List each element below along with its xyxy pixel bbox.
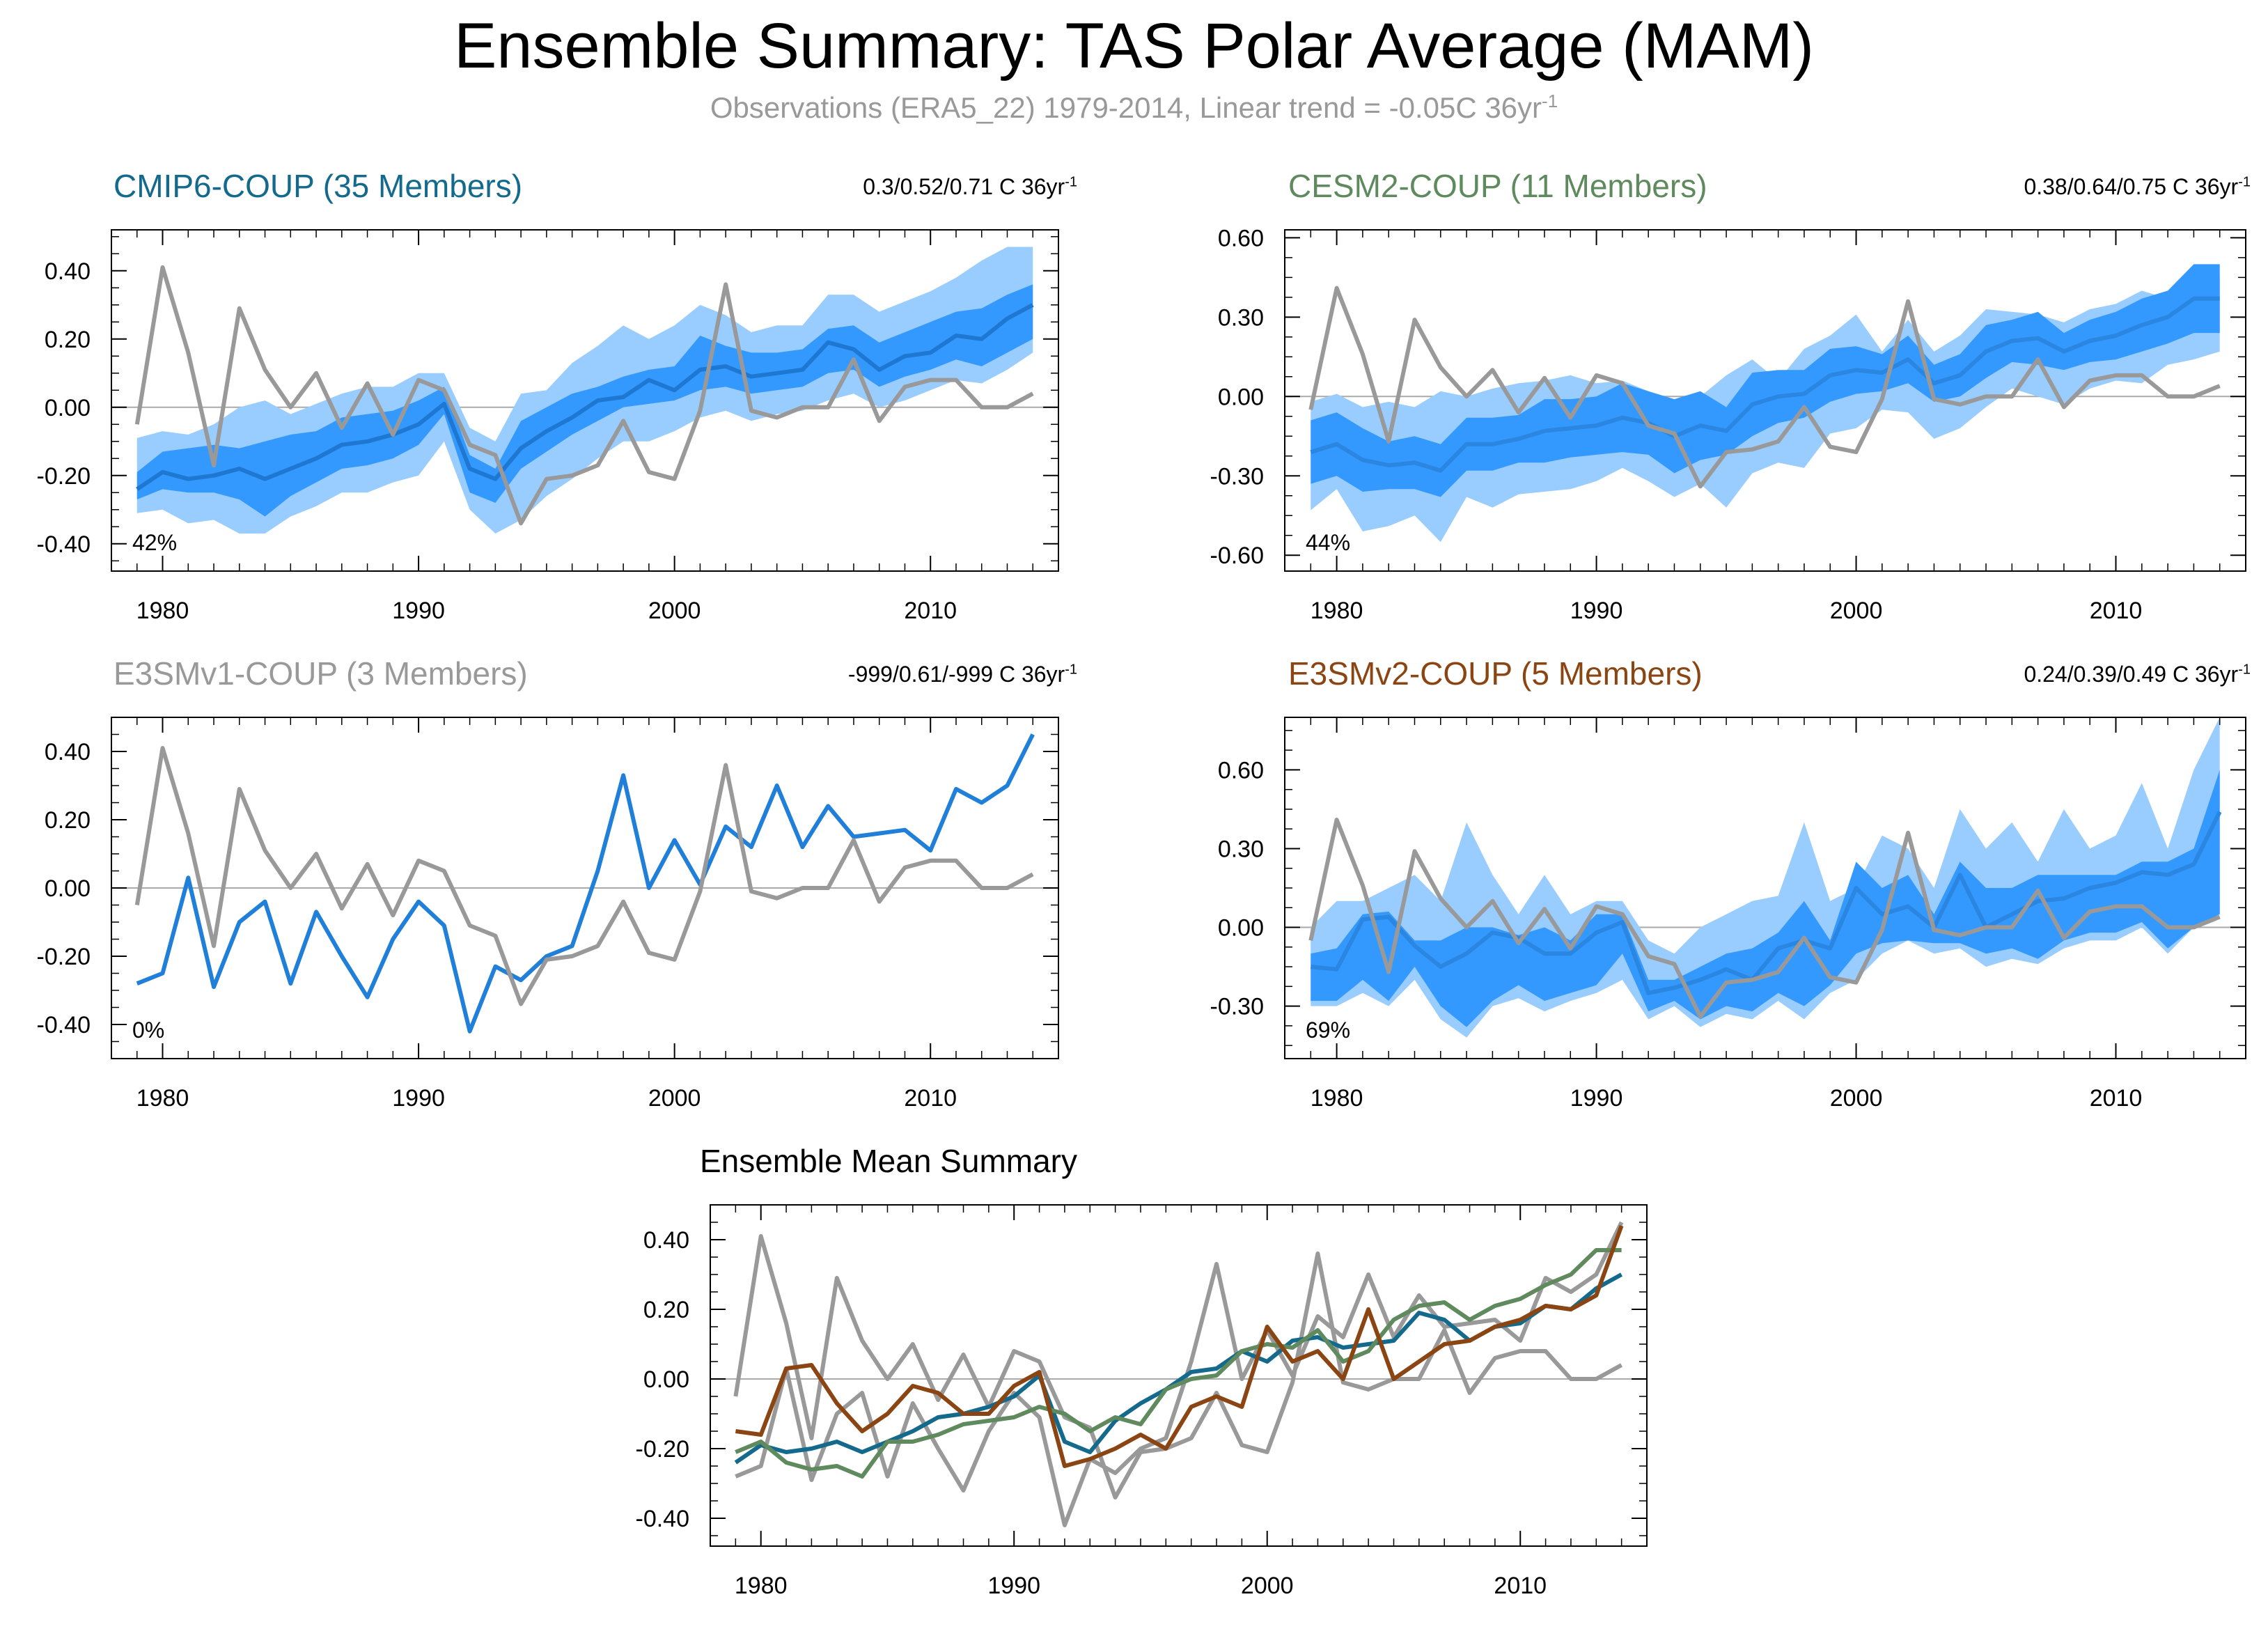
e3smv1-xtick-label: 1980 — [136, 1085, 189, 1112]
summary-ytick-label: 0.20 — [643, 1297, 689, 1323]
e3smv2-inner-band — [1311, 770, 2220, 1027]
e3smv1-ensemble-mean-line — [136, 733, 1035, 1034]
e3smv1-panel-title: E3SMv1-COUP (3 Members) — [114, 655, 528, 692]
summary-ytick-label: 0.40 — [643, 1227, 689, 1254]
cesm2-chart: -0.60 -0.30 0.00 0.30 0.60 1980 1990 2000 2010 44… — [1210, 225, 2246, 624]
cmip6-xtick-label: 1990 — [392, 598, 445, 624]
cesm2-percent-label: 44% — [1306, 530, 1350, 555]
subtitle-text: Observations (ERA5_22) 1979-2014, Linear… — [710, 91, 1542, 124]
e3smv1-ytick-label: 0.40 — [45, 739, 91, 765]
e3smv2-xtick-label: 1980 — [1311, 1085, 1363, 1112]
cmip6-plot-frame — [111, 229, 1059, 572]
cesm2-xtick-label: 2000 — [1830, 598, 1883, 624]
cesm2-trend-stat: 0.38/0.64/0.75 C 36yr-1 — [2024, 174, 2251, 200]
cesm2-ytick-label: -0.60 — [1210, 543, 1265, 569]
subtitle-exponent: -1 — [1542, 91, 1558, 111]
e3smv2-chart: -0.30 0.00 0.30 0.60 1980 1990 2000 2010 69% — [1210, 717, 2246, 1112]
e3smv1-percent-label: 0% — [132, 1018, 164, 1043]
e3smv1-ytick-label: 0.20 — [45, 807, 91, 834]
e3smv2-panel-title: E3SMv2-COUP (5 Members) — [1288, 655, 1703, 692]
summary-line-e3smv2-coup — [735, 1224, 1624, 1468]
e3smv1-xtick-label: 1990 — [392, 1085, 445, 1112]
summary-xtick-label: 1990 — [987, 1573, 1040, 1599]
e3smv2-xtick-label: 2000 — [1830, 1085, 1883, 1112]
summary-xtick-label: 2010 — [1494, 1573, 1547, 1599]
e3smv2-ytick-label: 0.00 — [1218, 915, 1264, 942]
e3smv2-ensemble-mean-line — [1311, 811, 2222, 995]
summary-plot-frame — [710, 1204, 1648, 1547]
cmip6-ytick-label: -0.20 — [37, 463, 91, 490]
e3smv1-trend-stat-exp: -1 — [1065, 662, 1077, 678]
summary-ytick-label: -0.20 — [636, 1436, 690, 1463]
summary-ytick-label: -0.40 — [636, 1506, 690, 1532]
cmip6-percent-label: 42% — [132, 530, 177, 555]
summary-xtick-label: 1980 — [735, 1573, 788, 1599]
summary-chart: -0.40 -0.20 0.00 0.20 0.40 1980 1990 2000 2010 — [636, 1204, 1648, 1599]
cesm2-panel-title: CESM2-COUP (11 Members) — [1288, 168, 1707, 204]
cesm2-xtick-label: 1980 — [1311, 598, 1363, 624]
cmip6-chart: -0.40 -0.20 0.00 0.20 0.40 1980 1990 2000 2010 42… — [37, 229, 1059, 624]
e3smv1-trend-stat: -999/0.61/-999 C 36yr-1 — [848, 662, 1077, 687]
cmip6-xtick-label: 2000 — [648, 598, 701, 624]
e3smv1-ytick-label: -0.40 — [37, 1012, 91, 1038]
cmip6-observations-line — [134, 265, 1034, 526]
summary-line-cesm2-coup — [735, 1248, 1622, 1479]
e3smv2-ytick-label: 0.30 — [1218, 836, 1264, 862]
e3smv2-trend-stat-text: 0.24/0.39/0.49 C 36yr — [2024, 662, 2239, 687]
e3smv1-observations-line — [134, 746, 1034, 1006]
cesm2-plot-frame — [1284, 229, 2246, 572]
cmip6-xtick-label: 2010 — [904, 598, 957, 624]
cesm2-inner-band — [1311, 264, 2220, 497]
e3smv2-xtick-label: 2010 — [2090, 1085, 2143, 1112]
cmip6-inner-band — [136, 284, 1033, 517]
cesm2-ytick-label: 0.00 — [1218, 384, 1264, 410]
e3smv1-xtick-label: 2010 — [904, 1085, 957, 1112]
cmip6-ytick-label: -0.40 — [37, 531, 91, 558]
figure-title: Ensemble Summary: TAS Polar Average (MAM… — [453, 10, 1815, 81]
figure-subtitle: Observations (ERA5_22) 1979-2014, Linear… — [0, 91, 2268, 125]
cesm2-observations-line — [1308, 286, 2221, 489]
cmip6-ytick-label: 0.20 — [45, 327, 91, 353]
cesm2-trend-stat-text: 0.38/0.64/0.75 C 36yr — [2024, 174, 2239, 199]
e3smv2-ytick-label: 0.60 — [1218, 757, 1264, 784]
cesm2-ytick-label: 0.30 — [1218, 304, 1264, 331]
cesm2-xtick-label: 2010 — [2090, 598, 2143, 624]
e3smv2-observations-line — [1308, 818, 2221, 1019]
cmip6-trend-stat-text: 0.3/0.52/0.71 C 36yr — [863, 174, 1065, 199]
summary-ytick-label: 0.00 — [643, 1366, 689, 1393]
e3smv1-ytick-label: -0.20 — [37, 944, 91, 970]
e3smv2-ytick-label: -0.30 — [1210, 994, 1265, 1020]
cesm2-ytick-label: 0.60 — [1218, 225, 1264, 251]
e3smv1-xtick-label: 2000 — [648, 1085, 701, 1112]
cesm2-xtick-label: 1990 — [1570, 598, 1623, 624]
e3smv1-chart: -0.40 -0.20 0.00 0.20 0.40 1980 1990 2000 2010 0% — [37, 717, 1059, 1112]
cmip6-xtick-label: 1980 — [136, 598, 189, 624]
cmip6-ytick-label: 0.00 — [45, 395, 91, 421]
summary-line-e3smv1-coup — [735, 1221, 1624, 1527]
summary-panel-title: Ensemble Mean Summary — [700, 1143, 1077, 1179]
e3smv2-trend-stat-exp: -1 — [2238, 662, 2251, 678]
e3smv2-trend-stat: 0.24/0.39/0.49 C 36yr-1 — [2024, 662, 2251, 687]
cesm2-trend-stat-exp: -1 — [2238, 174, 2251, 190]
cesm2-ytick-label: -0.30 — [1210, 463, 1265, 490]
summary-xtick-label: 2000 — [1241, 1573, 1294, 1599]
cmip6-trend-stat: 0.3/0.52/0.71 C 36yr-1 — [863, 174, 1077, 200]
e3smv2-percent-label: 69% — [1306, 1018, 1350, 1043]
e3smv1-trend-stat-text: -999/0.61/-999 C 36yr — [847, 662, 1065, 687]
cmip6-panel-title: CMIP6-COUP (35 Members) — [114, 168, 523, 204]
summary-line-era5-22 — [733, 1234, 1623, 1499]
e3smv2-xtick-label: 1990 — [1570, 1085, 1623, 1112]
cesm2-ensemble-mean-line — [1310, 296, 2220, 473]
cmip6-ensemble-mean-line — [136, 303, 1034, 491]
cmip6-trend-stat-exp: -1 — [1065, 174, 1077, 190]
cmip6-ytick-label: 0.40 — [45, 258, 91, 285]
e3smv1-ytick-label: 0.00 — [45, 875, 91, 902]
